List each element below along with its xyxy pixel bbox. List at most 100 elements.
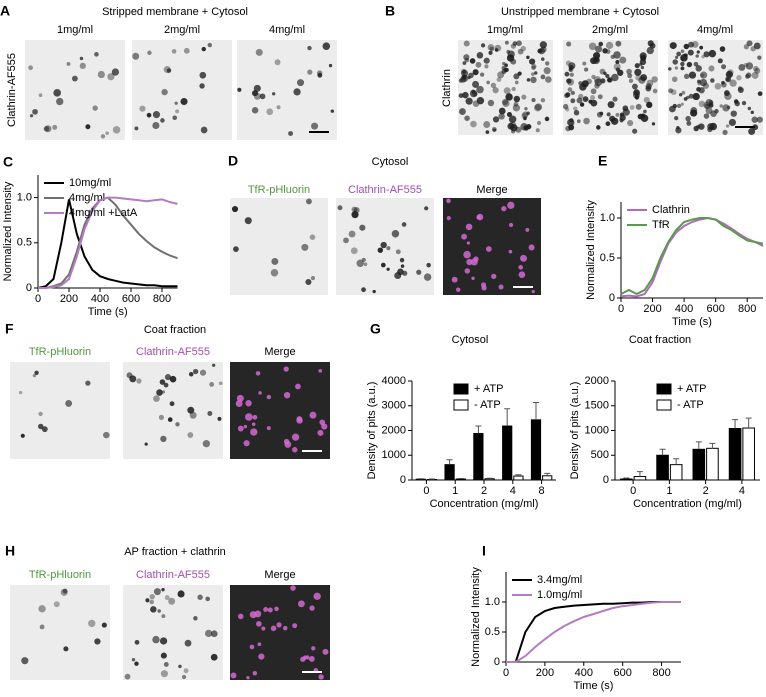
punctum xyxy=(498,113,505,120)
punctum xyxy=(274,59,281,66)
punctum xyxy=(172,115,178,121)
punctum xyxy=(521,94,527,100)
punctum xyxy=(463,250,471,259)
x-tick-label: 400 xyxy=(575,667,593,679)
line-series xyxy=(620,217,764,296)
punctum xyxy=(53,601,60,608)
punctum xyxy=(136,378,142,384)
panel-letter: B xyxy=(385,3,395,19)
line-series xyxy=(37,199,178,289)
bar xyxy=(742,427,755,481)
punctum xyxy=(725,76,732,83)
punctum xyxy=(181,674,187,680)
x-tick-label: 2 xyxy=(703,485,709,497)
punctum xyxy=(146,112,152,118)
punctum xyxy=(674,115,679,121)
punctum xyxy=(545,61,550,66)
punctum xyxy=(466,241,471,245)
punctum xyxy=(43,126,50,132)
punctum xyxy=(217,416,222,421)
punctum xyxy=(276,622,282,628)
panel-letter: D xyxy=(228,153,238,169)
x-tick-label: 200 xyxy=(643,303,661,315)
punctum xyxy=(209,381,215,387)
punctum xyxy=(169,375,177,383)
column-label: Clathrin-AF555 xyxy=(136,346,210,358)
punctum xyxy=(309,234,316,240)
punctum xyxy=(591,74,596,80)
x-tick-label: 600 xyxy=(122,293,140,305)
punctum xyxy=(400,264,405,268)
punctum xyxy=(167,417,173,422)
punctum xyxy=(565,60,572,66)
punctum xyxy=(485,246,492,252)
punctum xyxy=(187,406,195,414)
punctum xyxy=(297,600,305,608)
punctum xyxy=(671,76,678,83)
punctum xyxy=(237,613,244,620)
punctum xyxy=(300,656,306,662)
punctum xyxy=(741,100,747,106)
punctum xyxy=(610,54,615,60)
punctum xyxy=(258,653,265,660)
punctum xyxy=(534,103,543,111)
punctum xyxy=(568,67,573,72)
punctum xyxy=(491,273,497,280)
punctum xyxy=(492,116,500,123)
punctum xyxy=(643,109,647,114)
punctum xyxy=(640,65,645,70)
punctum xyxy=(506,112,512,118)
punctum xyxy=(515,126,522,133)
x-tick-label: 400 xyxy=(91,293,109,305)
punctum xyxy=(611,73,619,82)
punctum xyxy=(632,128,638,134)
punctum xyxy=(372,289,376,294)
x-axis-label: Concentration (mg/ml) xyxy=(633,498,742,510)
punctum xyxy=(680,49,685,54)
punctum xyxy=(134,126,139,131)
punctum xyxy=(531,65,536,71)
punctum xyxy=(263,607,269,612)
punctum xyxy=(678,93,683,97)
punctum xyxy=(56,97,64,106)
legend-label: + ATP xyxy=(677,383,706,395)
punctum xyxy=(65,399,73,407)
punctum xyxy=(645,85,652,92)
punctum xyxy=(205,596,210,602)
punctum xyxy=(540,74,546,80)
x-tick-label: 0 xyxy=(423,485,429,497)
punctum xyxy=(605,41,614,50)
punctum xyxy=(461,233,468,240)
punctum xyxy=(676,51,682,57)
bar xyxy=(455,478,466,481)
punctum xyxy=(710,110,717,117)
punctum xyxy=(688,41,694,48)
punctum xyxy=(523,125,529,131)
punctum xyxy=(615,40,622,47)
x-tick-label: 800 xyxy=(738,303,756,315)
punctum xyxy=(492,87,499,94)
error-bar xyxy=(515,474,522,477)
punctum xyxy=(490,82,497,89)
punctum xyxy=(697,81,702,86)
punctum xyxy=(322,42,331,50)
punctum xyxy=(469,89,478,98)
punctum xyxy=(163,65,171,74)
column-label: TfR-pHluorin xyxy=(29,346,91,358)
punctum xyxy=(683,43,690,50)
punctum xyxy=(508,115,517,124)
legend-label: 3.4mg/ml xyxy=(537,574,582,586)
punctum xyxy=(252,414,258,420)
punctum xyxy=(570,98,576,104)
punctum xyxy=(147,50,152,56)
row-label: Clathrin-AF555 xyxy=(6,53,18,127)
punctum xyxy=(187,432,194,438)
punctum xyxy=(244,217,252,225)
punctum xyxy=(100,134,106,139)
punctum xyxy=(638,76,646,84)
punctum xyxy=(703,113,710,119)
punctum xyxy=(97,70,105,79)
punctum xyxy=(721,64,727,70)
punctum xyxy=(301,243,309,251)
punctum xyxy=(199,71,207,79)
